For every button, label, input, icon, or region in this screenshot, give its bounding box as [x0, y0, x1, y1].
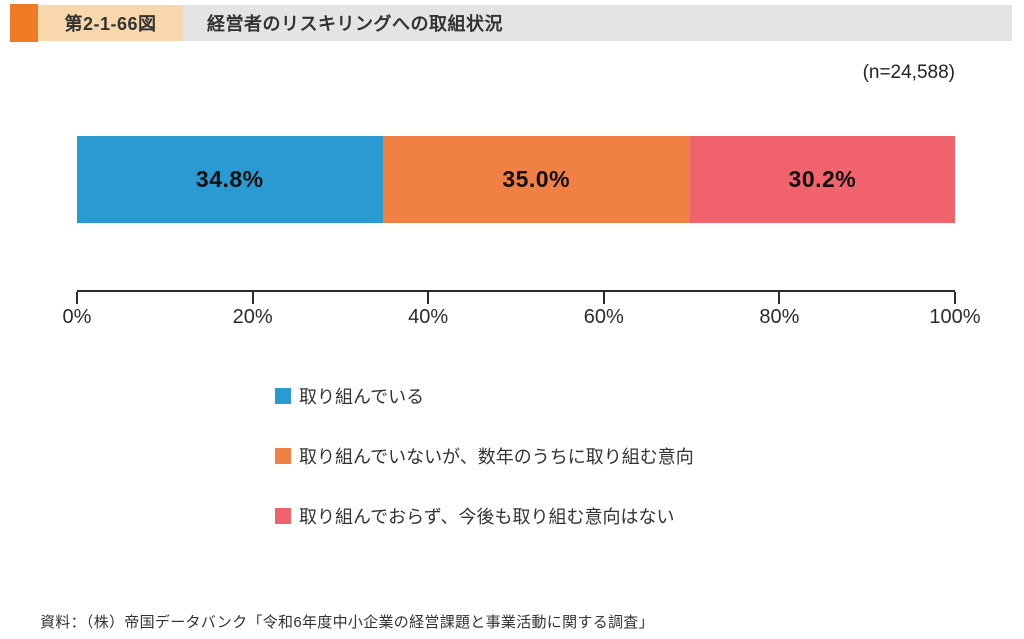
axis-tick-label: 40% [408, 306, 449, 328]
segment-value-label: 35.0% [502, 166, 571, 192]
segment-value-label: 34.8% [195, 166, 264, 192]
axis-tick-label: 100% [929, 306, 981, 328]
x-axis: 0% 20% 40% 60% 80% 100% [63, 290, 981, 337]
bar-segment-engaged: 34.8% [77, 136, 383, 223]
legend-item-engaged: 取り組んでいる [275, 384, 694, 408]
figure-number: 第2-1-66図 [38, 5, 183, 41]
legend-item-intend: 取り組んでいないが、数年のうちに取り組む意向 [275, 444, 694, 468]
header-accent-bar [10, 4, 38, 42]
legend: 取り組んでいる 取り組んでいないが、数年のうちに取り組む意向 取り組んでおらず、… [275, 384, 694, 564]
source-note: 資料：（株）帝国データバンク「令和6年度中小企業の経営課題と事業活動に関する調査… [40, 614, 654, 631]
axis-tick-label: 80% [759, 306, 800, 328]
axis-tick [602, 292, 605, 304]
legend-label: 取り組んでいる [299, 387, 425, 407]
axis-tick-label: 0% [62, 306, 92, 328]
bar-segment-intend: 35.0% [382, 136, 690, 223]
axis-tick-label: 20% [232, 306, 273, 328]
bar-segment-no-intent: 30.2% [689, 136, 955, 223]
legend-swatch-orange-icon [275, 448, 291, 464]
segment-value-label: 30.2% [788, 166, 857, 192]
legend-label: 取り組んでおらず、今後も取り組む意向はない [299, 507, 675, 527]
axis-tick [427, 292, 430, 304]
axis-tick-label: 60% [583, 306, 624, 328]
legend-swatch-blue-icon [275, 388, 291, 404]
axis-tick [778, 292, 781, 304]
legend-swatch-red-icon [275, 508, 291, 524]
legend-item-no-intent: 取り組んでおらず、今後も取り組む意向はない [275, 504, 694, 528]
stacked-bar: 34.8% 35.0% 30.2% [77, 136, 955, 223]
figure-title: 経営者のリスキリングへの取組状況 [183, 5, 1012, 41]
axis-tick [251, 292, 254, 304]
sample-size-label: (n=24,588) [862, 62, 955, 83]
legend-label: 取り組んでいないが、数年のうちに取り組む意向 [299, 447, 694, 467]
axis-tick [76, 292, 78, 304]
axis-tick [954, 292, 956, 304]
